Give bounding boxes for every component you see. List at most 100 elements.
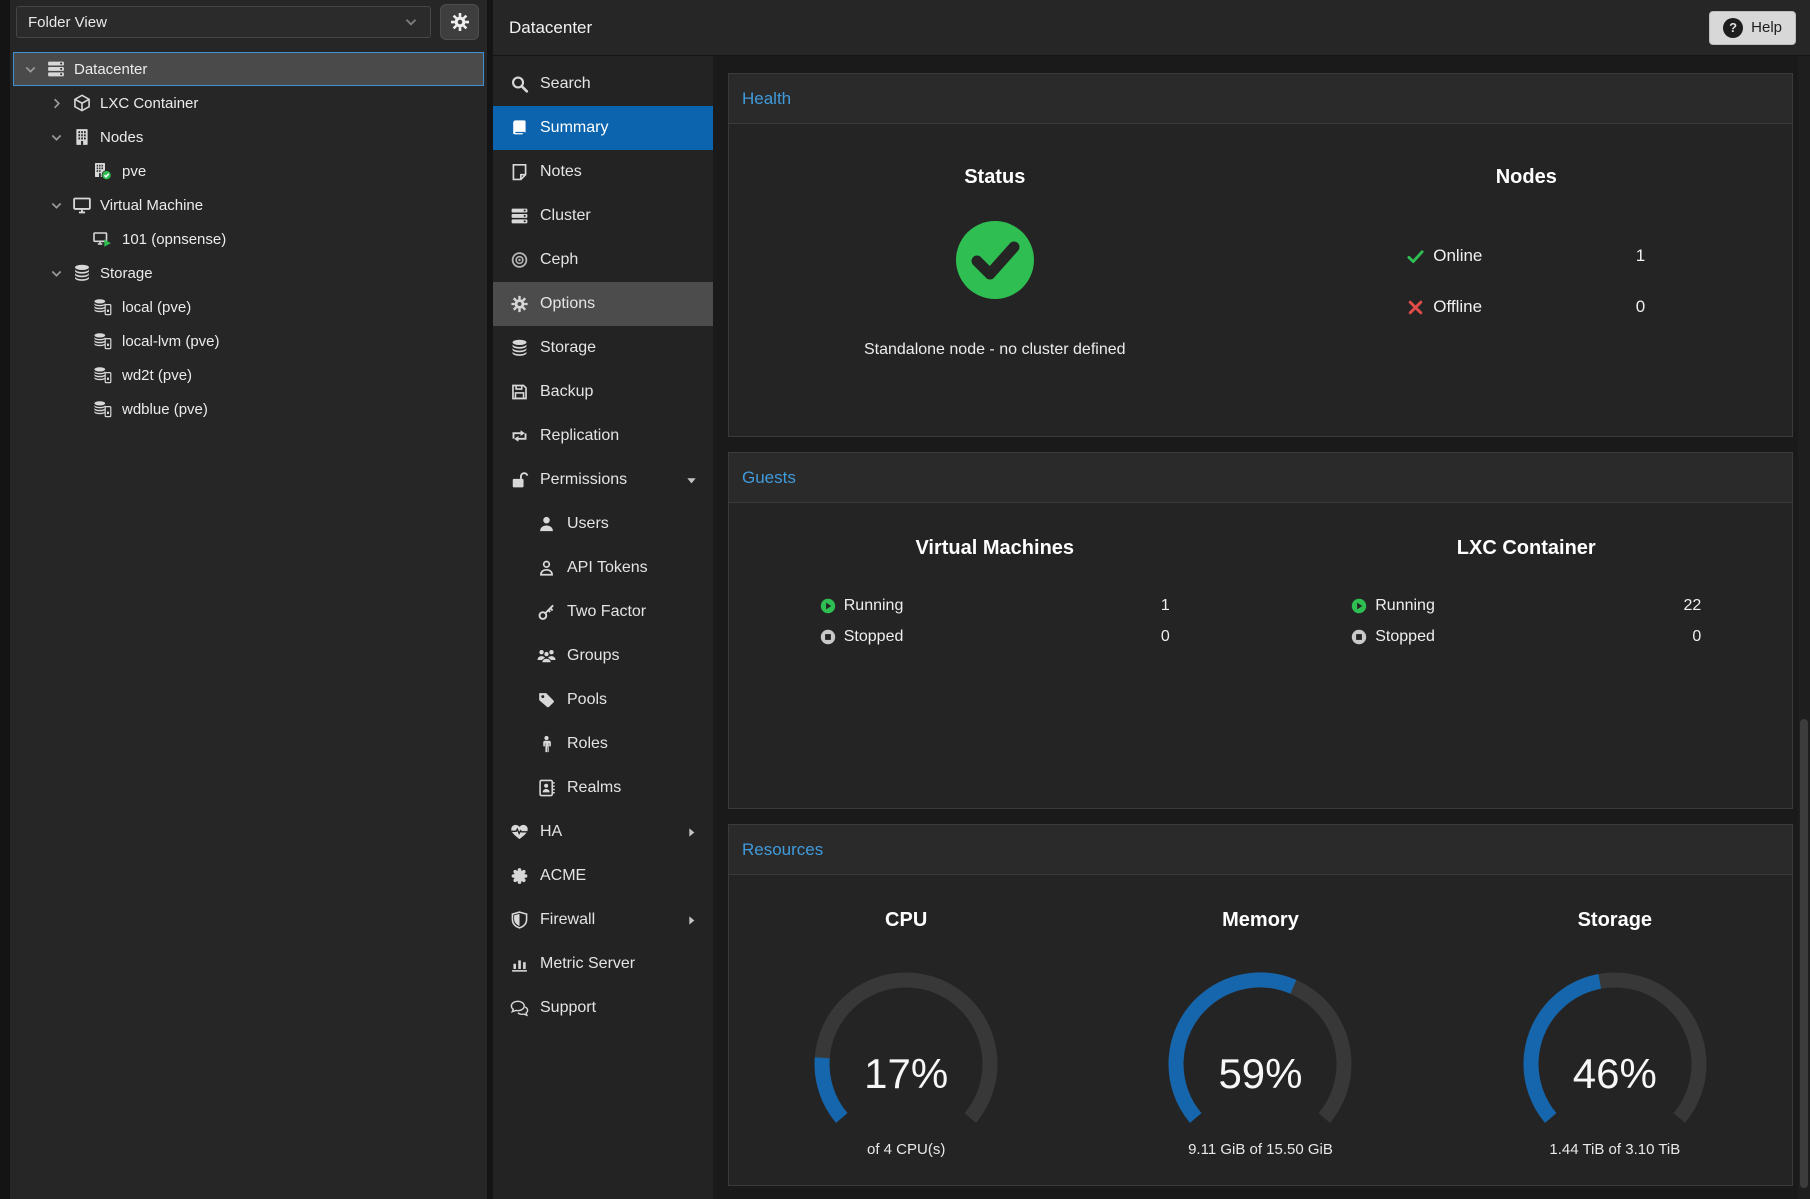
retweet-icon [510, 427, 529, 445]
storage-drive-icon [91, 400, 114, 419]
lxc-running-row: Running 22 [1351, 592, 1701, 619]
cpu-gauge-column: CPU 17% of 4 CPU(s) [729, 875, 1083, 1185]
nodes-online-row: Online 1 [1407, 241, 1645, 271]
view-selector[interactable]: Folder View [16, 6, 431, 38]
lxc-stopped-row: Stopped 0 [1351, 623, 1701, 650]
tree-item-storage-wdblue[interactable]: wdblue (pve) [13, 392, 484, 426]
scrollbar-thumb[interactable] [1800, 719, 1808, 1188]
ceph-icon [510, 251, 529, 269]
page-title: Datacenter [509, 18, 592, 38]
chevron-down-icon[interactable] [49, 198, 64, 213]
menu-item-replication[interactable]: Replication [493, 414, 713, 458]
cpu-heading: CPU [885, 909, 927, 932]
menu-item-summary[interactable]: Summary [493, 106, 713, 150]
storage-gauge: 46% [1500, 972, 1730, 1128]
vm-stopped-count: 0 [1161, 628, 1170, 646]
health-panel-header: Health [729, 74, 1792, 124]
database-icon [510, 339, 529, 357]
menu-item-metric-server[interactable]: Metric Server [493, 942, 713, 986]
menu-item-options[interactable]: Options [493, 282, 713, 326]
tree-item-label: Nodes [100, 129, 143, 146]
chevron-down-icon [686, 475, 697, 486]
stop-circle-icon [820, 629, 836, 645]
tree-item-datacenter[interactable]: Datacenter [13, 52, 484, 86]
menu-item-permissions[interactable]: Permissions [493, 458, 713, 502]
health-panel: Health Status Standalone node - no clust… [728, 73, 1793, 437]
datacenter-menu: Search Summary Notes Cluster Ceph Option… [493, 56, 713, 1199]
guests-lxc-column: LXC Container Running 22 Stopped 0 [1261, 503, 1793, 808]
storage-drive-icon [91, 298, 114, 317]
menu-item-search[interactable]: Search [493, 62, 713, 106]
resources-panel-header: Resources [729, 825, 1792, 875]
tree-item-vm-101[interactable]: 101 (opnsense) [13, 222, 484, 256]
offline-count: 0 [1636, 297, 1645, 317]
help-button-label: Help [1751, 19, 1782, 36]
menu-item-backup[interactable]: Backup [493, 370, 713, 414]
user-icon [537, 515, 556, 533]
storage-sublabel: 1.44 TiB of 3.10 TiB [1549, 1141, 1680, 1158]
memory-gauge-column: Memory 59% 9.11 GiB of 15.50 GiB [1083, 875, 1437, 1185]
menu-item-pools[interactable]: Pools [493, 678, 713, 722]
tree-item-label: Datacenter [74, 61, 147, 78]
storage-heading: Storage [1578, 909, 1652, 932]
menu-item-groups[interactable]: Groups [493, 634, 713, 678]
cpu-sublabel: of 4 CPU(s) [867, 1141, 945, 1158]
menu-item-firewall[interactable]: Firewall [493, 898, 713, 942]
gear-icon [450, 12, 470, 32]
menu-item-support[interactable]: Support [493, 986, 713, 1030]
chevron-down-icon[interactable] [49, 266, 64, 281]
heartbeat-icon [510, 823, 529, 841]
lxc-running-count: 22 [1683, 597, 1701, 615]
tree-item-storage[interactable]: Storage [13, 256, 484, 290]
nodes-offline-row: Offline 0 [1407, 292, 1645, 322]
stop-circle-icon [1351, 629, 1367, 645]
menu-item-notes[interactable]: Notes [493, 150, 713, 194]
tree-item-nodes[interactable]: Nodes [13, 120, 484, 154]
chevron-right-icon[interactable] [49, 96, 64, 111]
cpu-percent: 17% [791, 1050, 1021, 1098]
chevron-right-icon [686, 915, 697, 926]
menu-item-acme[interactable]: ACME [493, 854, 713, 898]
help-button[interactable]: ? Help [1709, 11, 1796, 45]
menu-item-roles[interactable]: Roles [493, 722, 713, 766]
summary-content: Health Status Standalone node - no clust… [713, 56, 1810, 1199]
chevron-down-icon[interactable] [49, 130, 64, 145]
tree-item-label: 101 (opnsense) [122, 231, 226, 248]
chevron-down-icon[interactable] [23, 62, 38, 77]
menu-item-api-tokens[interactable]: API Tokens [493, 546, 713, 590]
tree-item-pve[interactable]: pve [13, 154, 484, 188]
tree-item-storage-local-lvm[interactable]: local-lvm (pve) [13, 324, 484, 358]
gear-icon [510, 295, 529, 313]
menu-item-users[interactable]: Users [493, 502, 713, 546]
menu-item-storage[interactable]: Storage [493, 326, 713, 370]
certificate-icon [510, 867, 529, 885]
main-area: Datacenter ? Help Search Summary Notes C… [493, 0, 1810, 1199]
tree-item-label: wd2t (pve) [122, 367, 192, 384]
cross-icon [1407, 299, 1424, 316]
menu-item-two-factor[interactable]: Two Factor [493, 590, 713, 634]
check-icon [1407, 248, 1424, 265]
tree-item-storage-wd2t[interactable]: wd2t (pve) [13, 358, 484, 392]
view-settings-button[interactable] [440, 4, 479, 40]
resource-tree: Datacenter LXC Container Nodes pve Virtu… [10, 44, 487, 426]
menu-item-cluster[interactable]: Cluster [493, 194, 713, 238]
health-nodes-column: Nodes Online 1 Offline 0 [1261, 124, 1793, 436]
menu-item-ha[interactable]: HA [493, 810, 713, 854]
menu-item-ceph[interactable]: Ceph [493, 238, 713, 282]
tree-item-label: Storage [100, 265, 153, 282]
tree-item-label: wdblue (pve) [122, 401, 208, 418]
scrollbar-track[interactable] [1798, 56, 1810, 1199]
play-circle-icon [1351, 598, 1367, 614]
tree-item-lxc-container[interactable]: LXC Container [13, 86, 484, 120]
male-icon [537, 735, 556, 753]
tree-item-virtual-machine[interactable]: Virtual Machine [13, 188, 484, 222]
user-outline-icon [537, 559, 556, 577]
menu-item-realms[interactable]: Realms [493, 766, 713, 810]
desktop-icon [72, 196, 92, 214]
comments-icon [510, 999, 529, 1017]
tree-item-storage-local[interactable]: local (pve) [13, 290, 484, 324]
vm-running-count: 1 [1161, 597, 1170, 615]
building-icon [72, 128, 92, 146]
online-count: 1 [1636, 246, 1645, 266]
memory-sublabel: 9.11 GiB of 15.50 GiB [1188, 1141, 1333, 1158]
